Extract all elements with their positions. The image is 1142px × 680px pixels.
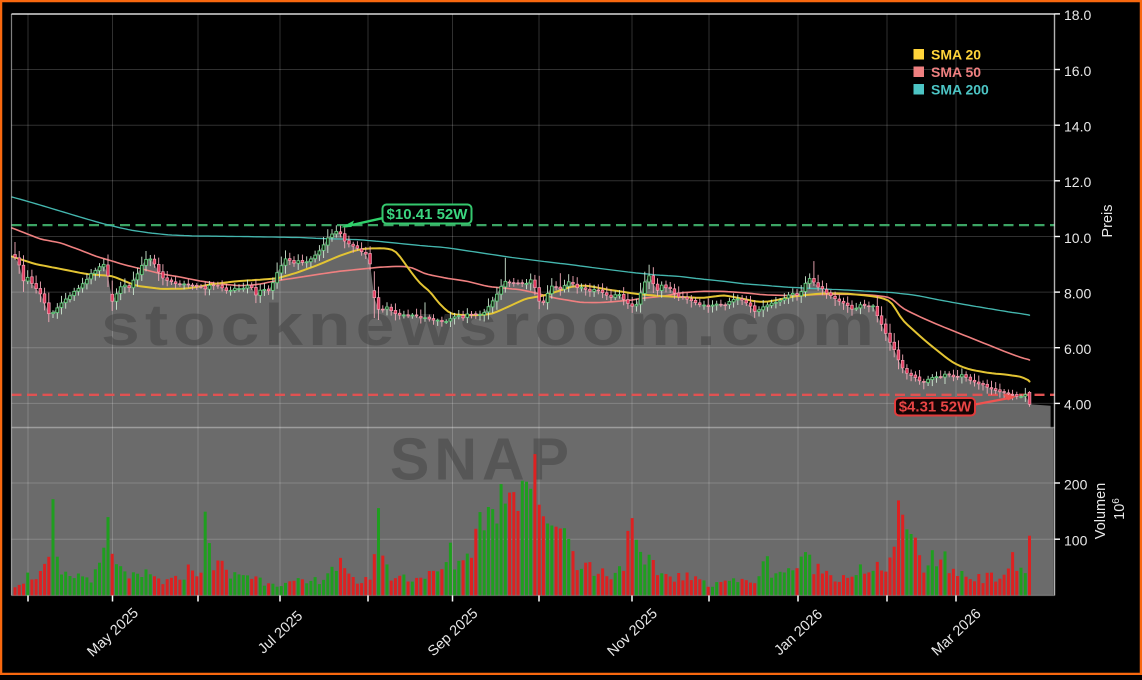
svg-text:SMA 20: SMA 20 (931, 47, 981, 63)
svg-text:6.00: 6.00 (1064, 341, 1091, 357)
svg-text:SMA 200: SMA 200 (931, 82, 989, 98)
svg-text:18.0: 18.0 (1064, 7, 1091, 23)
svg-text:$10.41 52W: $10.41 52W (387, 206, 469, 223)
svg-text:10.0: 10.0 (1064, 230, 1091, 246)
svg-text:8.00: 8.00 (1064, 285, 1091, 301)
svg-text:16.0: 16.0 (1064, 63, 1091, 79)
svg-text:stocknewsroom.com: stocknewsroom.com (101, 292, 879, 357)
svg-text:SNAP: SNAP (390, 427, 574, 493)
svg-text:14.0: 14.0 (1064, 119, 1091, 135)
svg-text:4.00: 4.00 (1064, 397, 1091, 413)
svg-text:Preis: Preis (1100, 204, 1116, 237)
svg-text:Volumen: Volumen (1093, 483, 1109, 539)
svg-text:100: 100 (1064, 533, 1088, 549)
svg-text:200: 200 (1064, 476, 1088, 492)
svg-text:SMA 50: SMA 50 (931, 64, 981, 80)
svg-text:$4.31 52W: $4.31 52W (899, 399, 972, 416)
svg-text:12.0: 12.0 (1064, 174, 1091, 190)
